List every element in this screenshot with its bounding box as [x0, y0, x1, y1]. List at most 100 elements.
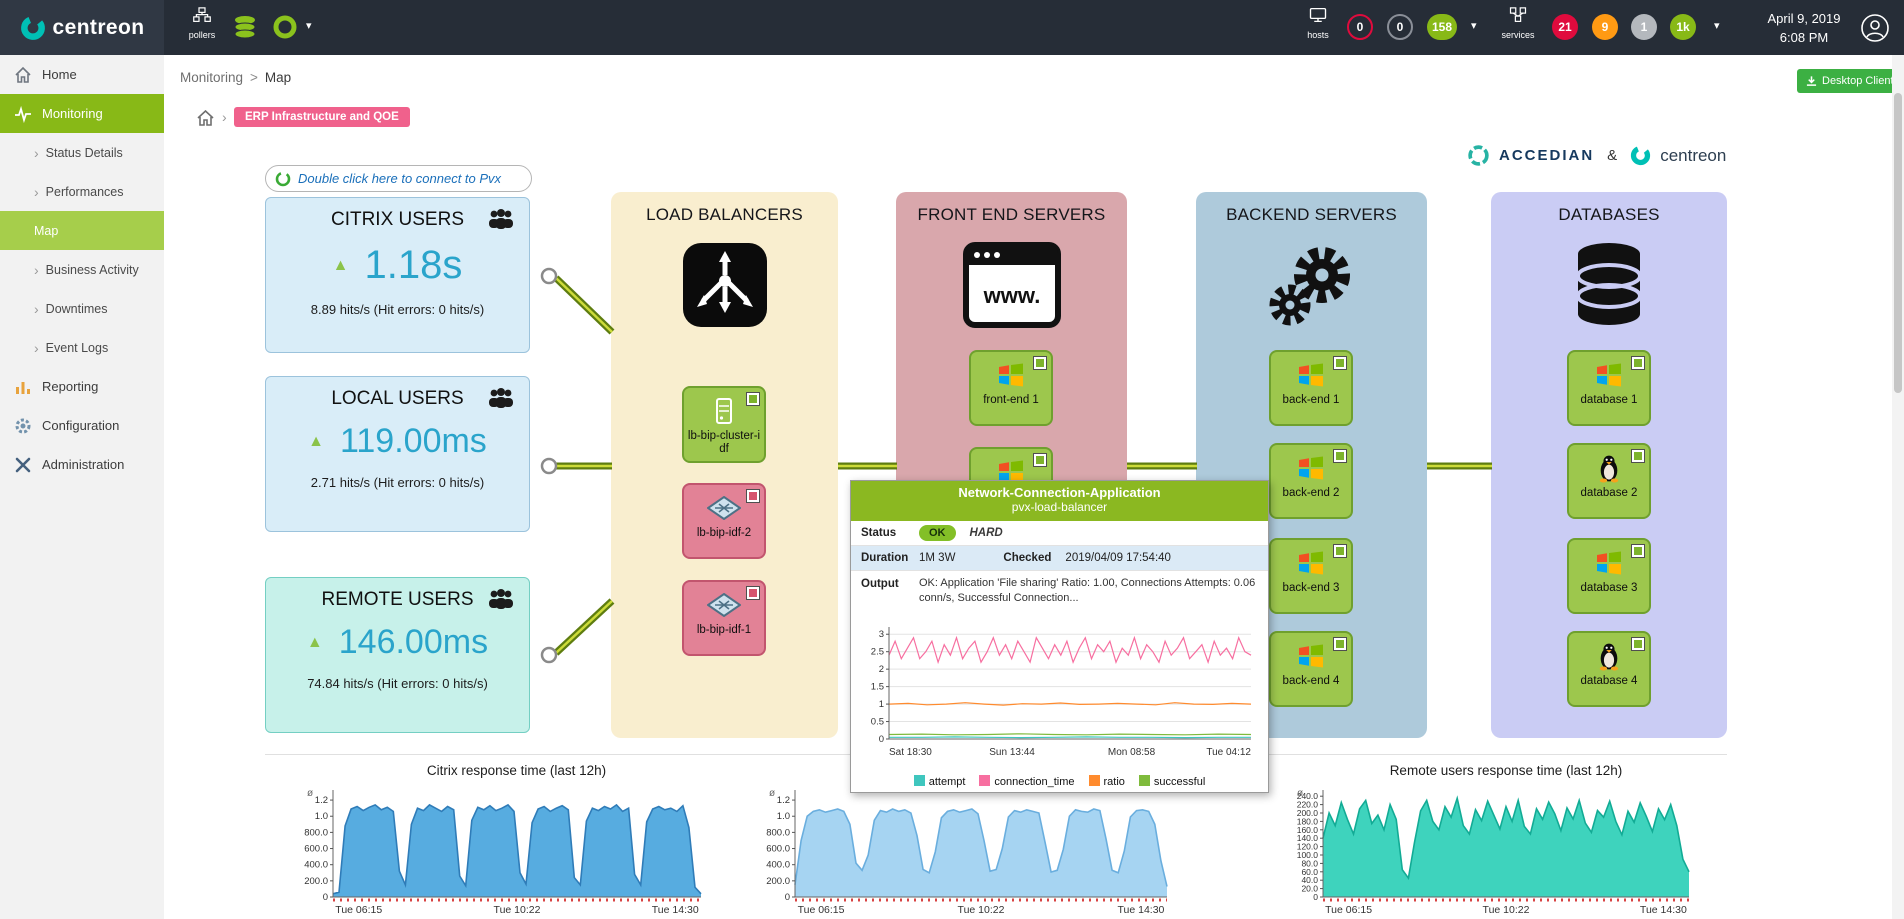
- pvx-connect-button[interactable]: Double click here to connect to Pvx: [265, 165, 532, 192]
- sidebar-item-performances[interactable]: › Performances: [0, 172, 164, 211]
- node-checkbox[interactable]: [1033, 453, 1047, 467]
- node-checkbox[interactable]: [746, 392, 760, 406]
- svg-text:1: 1: [879, 699, 884, 710]
- legend-swatch: [979, 775, 991, 786]
- node-checkbox[interactable]: [1631, 449, 1645, 463]
- sidebar-item-home[interactable]: Home: [0, 55, 164, 94]
- map-node-back-end-1[interactable]: back-end 1: [1269, 350, 1353, 426]
- sidebar-item-monitoring[interactable]: Monitoring: [0, 94, 164, 133]
- user-profile-icon[interactable]: [1860, 13, 1890, 43]
- pollers-group[interactable]: pollers: [176, 6, 228, 40]
- sidebar-item-event-logs[interactable]: › Event Logs: [0, 328, 164, 367]
- node-label: lb-bip-idf-1: [696, 624, 752, 636]
- desktop-client-button[interactable]: Desktop Client: [1797, 69, 1903, 93]
- node-checkbox[interactable]: [746, 586, 760, 600]
- windows-icon: [1274, 547, 1348, 579]
- breadcrumb-section[interactable]: Monitoring: [180, 70, 244, 85]
- node-label: lb-bip-idf-2: [696, 527, 752, 539]
- poller-status-icon[interactable]: [272, 14, 299, 41]
- map-node-lb-bip-idf-1[interactable]: lb-bip-idf-1: [682, 580, 766, 656]
- sidebar-item-reporting[interactable]: Reporting: [0, 367, 164, 406]
- clock: April 9, 2019 6:08 PM: [1748, 10, 1860, 48]
- node-label: database 2: [1580, 487, 1638, 499]
- sidebar-item-configuration[interactable]: Configuration: [0, 406, 164, 445]
- sidebar-item-map[interactable]: Map: [0, 211, 164, 250]
- remote-users-box[interactable]: REMOTE USERS ▲ 146.00ms 74.84 hits/s (Hi…: [265, 577, 530, 733]
- map-node-database-2[interactable]: database 2: [1567, 443, 1651, 519]
- services-critical-badge[interactable]: 21: [1552, 14, 1578, 40]
- svg-text:Sat 18:30: Sat 18:30: [889, 747, 932, 758]
- pollers-label: pollers: [188, 30, 216, 40]
- column-databases: DATABASES database 1: [1491, 192, 1727, 738]
- map-node-database-4[interactable]: database 4: [1567, 631, 1651, 707]
- column-title: DATABASES: [1558, 205, 1660, 224]
- legend-label: attempt: [928, 776, 966, 788]
- reporting-icon: [16, 381, 30, 394]
- sidebar-label: Administration: [42, 457, 125, 472]
- chevron-right-icon: ›: [34, 144, 39, 161]
- hosts-unreachable-badge[interactable]: 0: [1387, 14, 1413, 40]
- svg-text:1.0: 1.0: [777, 811, 790, 822]
- svg-text:100.0: 100.0: [1297, 850, 1319, 860]
- services-label: services: [1501, 30, 1535, 40]
- map-name-badge[interactable]: ERP Infrastructure and QOE: [234, 107, 410, 127]
- hosts-group[interactable]: hosts: [1292, 6, 1344, 40]
- node-checkbox[interactable]: [1631, 544, 1645, 558]
- poller-chevron-down-icon[interactable]: ▾: [306, 20, 312, 32]
- svg-text:ø: ø: [307, 788, 313, 799]
- node-checkbox[interactable]: [1333, 544, 1347, 558]
- legend-item: attempt: [913, 775, 966, 788]
- node-checkbox[interactable]: [1631, 356, 1645, 370]
- legend-swatch: [1088, 775, 1100, 786]
- services-group[interactable]: services: [1492, 6, 1544, 40]
- svg-text:200.0: 200.0: [1297, 808, 1319, 818]
- map-node-lb-bip-cluster-idf[interactable]: lb-bip-cluster-idf: [682, 386, 766, 464]
- node-checkbox[interactable]: [1631, 637, 1645, 651]
- node-checkbox[interactable]: [1333, 356, 1347, 370]
- svg-text:600.0: 600.0: [304, 844, 328, 855]
- local-users-box[interactable]: LOCAL USERS ▲ 119.00ms 2.71 hits/s (Hit …: [265, 376, 530, 532]
- map-node-lb-bip-idf-2[interactable]: lb-bip-idf-2: [682, 483, 766, 559]
- services-chevron-down-icon[interactable]: ▾: [1714, 20, 1720, 32]
- sidebar-item-business-activity[interactable]: › Business Activity: [0, 250, 164, 289]
- legend-label: connection_time: [994, 776, 1075, 788]
- services-unknown-badge[interactable]: 1: [1631, 14, 1657, 40]
- sidebar-item-downtimes[interactable]: › Downtimes: [0, 289, 164, 328]
- svg-text:180.0: 180.0: [1297, 816, 1319, 826]
- svg-text:1.2: 1.2: [315, 795, 328, 806]
- scrollbar-thumb[interactable]: [1894, 93, 1902, 393]
- pvx-icon: [275, 171, 291, 186]
- services-warning-badge[interactable]: 9: [1592, 14, 1618, 40]
- map-node-back-end-3[interactable]: back-end 3: [1269, 538, 1353, 614]
- poller-database-icon[interactable]: [232, 14, 259, 41]
- svg-text:0: 0: [323, 892, 328, 903]
- tooltip-chart: 0 0.5 1 1.5 2 2.5 3 Sat 18:30 Sun 13:44 Mon 08:58…: [871, 627, 1251, 758]
- node-checkbox[interactable]: [1333, 449, 1347, 463]
- sidebar-label: Monitoring: [42, 106, 103, 121]
- map-node-back-end-4[interactable]: back-end 4: [1269, 631, 1353, 707]
- column-title: BACKEND SERVERS: [1226, 205, 1397, 224]
- hosts-up-badge[interactable]: 158: [1427, 14, 1458, 40]
- users-icon: [489, 209, 513, 229]
- svg-text:220.0: 220.0: [1297, 800, 1319, 810]
- node-checkbox[interactable]: [746, 489, 760, 503]
- svg-text:200.0: 200.0: [766, 876, 790, 887]
- citrix-users-box[interactable]: CITRIX USERS ▲ 1.18s 8.89 hits/s (Hit er…: [265, 197, 530, 353]
- hits-stats: 74.84 hits/s (Hit errors: 0 hits/s): [307, 676, 488, 691]
- sidebar-item-status-details[interactable]: › Status Details: [0, 133, 164, 172]
- map-node-database-1[interactable]: database 1: [1567, 350, 1651, 426]
- node-checkbox[interactable]: [1033, 356, 1047, 370]
- hosts-down-badge[interactable]: 0: [1347, 14, 1373, 40]
- centreon-logo[interactable]: centreon: [0, 0, 164, 55]
- map-node-database-3[interactable]: database 3: [1567, 538, 1651, 614]
- services-ok-badge[interactable]: 1k: [1670, 14, 1696, 40]
- centreon-brand-text: centreon: [1660, 145, 1727, 165]
- map-node-front-end-1[interactable]: front-end 1: [969, 350, 1053, 426]
- output-value: OK: Application 'File sharing' Ratio: 1.…: [919, 577, 1256, 605]
- sidebar-item-administration[interactable]: Administration: [0, 445, 164, 484]
- map-home-icon[interactable]: [197, 110, 214, 126]
- hosts-chevron-down-icon[interactable]: ▾: [1471, 20, 1477, 32]
- node-checkbox[interactable]: [1333, 637, 1347, 651]
- svg-text:2.5: 2.5: [871, 647, 884, 658]
- map-node-back-end-2[interactable]: back-end 2: [1269, 443, 1353, 519]
